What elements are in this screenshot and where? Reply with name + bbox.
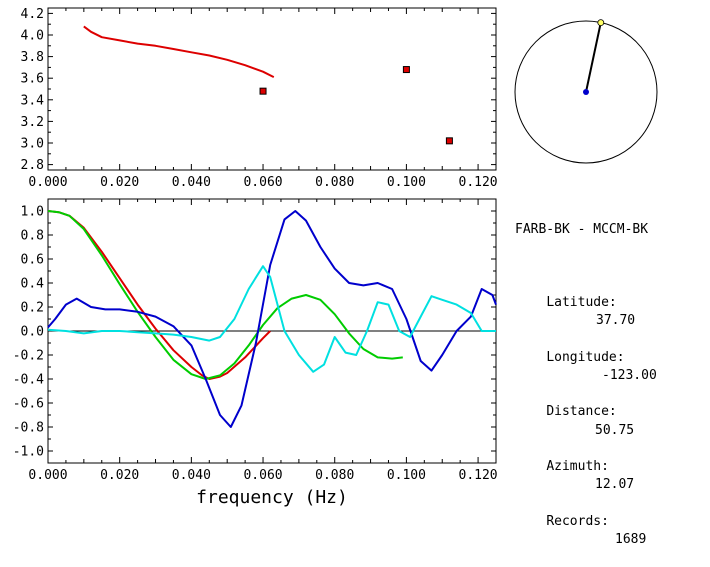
- correlation-ytick-label: -0.8: [13, 421, 44, 436]
- dispersion-data-point: [445, 137, 453, 145]
- azimuth-tip-dot: [597, 19, 605, 27]
- correlation-xtick-label: 0.120: [459, 468, 498, 483]
- correlation-xtick-label: 0.020: [100, 468, 139, 483]
- dispersion-series: [83, 25, 453, 145]
- dispersion-ytick-label: 3.6: [21, 72, 44, 87]
- azimuth-row: Azimuth: 12.07: [515, 440, 648, 492]
- latitude-row: Latitude: 37.70: [515, 276, 648, 328]
- dispersion-y-ticks: 2.8 3.0 3.2 3.4 3.6 3.8 4.0 4.2: [21, 7, 496, 173]
- correlation-xtick-label: 0.060: [243, 468, 282, 483]
- correlation-series-line-0: [47, 210, 271, 380]
- station-info-panel: FARB-BK - MCCM-BK Latitude: 37.70 Longit…: [515, 185, 657, 547]
- correlation-series-line-2: [47, 210, 497, 428]
- dispersion-ytick-label: 3.0: [21, 137, 44, 152]
- dispersion-xtick-label: 0.120: [459, 175, 498, 190]
- dispersion-data-point: [402, 66, 410, 74]
- records-row: Records: 1689: [515, 494, 648, 547]
- distance-row: Distance: 50.75: [515, 385, 648, 437]
- correlation-y-ticks: 1.0 0.8 0.6 0.4 0.2 0.0 -0.2 -0.4 -0.6 -0.8 -1.0: [13, 205, 496, 460]
- correlation-series: [47, 210, 497, 428]
- dispersion-ytick-label: 4.2: [21, 7, 44, 22]
- records-label: Records:: [546, 513, 609, 529]
- dispersion-xtick-label: 0.020: [100, 175, 139, 190]
- dispersion-ytick-label: 4.0: [21, 29, 44, 44]
- dispersion-x-ticks: 0.000 0.020 0.040 0.060 0.080 0.100 0.120: [28, 8, 498, 190]
- latitude-label: Latitude:: [546, 295, 617, 311]
- longitude-value: -123.00: [602, 368, 657, 383]
- dispersion-xtick-label: 0.040: [172, 175, 211, 190]
- station-pair: FARB-BK - MCCM-BK: [515, 222, 649, 238]
- correlation-ytick-label: -0.2: [13, 349, 44, 364]
- correlation-ytick-label: 0.2: [21, 301, 44, 316]
- azimuth-compass-circle: [514, 20, 658, 164]
- distance-value: 50.75: [595, 422, 635, 438]
- correlation-ytick-label: -1.0: [13, 445, 44, 460]
- latitude-value: 37.70: [596, 313, 636, 329]
- distance-label: Distance:: [546, 404, 617, 420]
- correlation-ytick-label: 0.0: [21, 325, 44, 340]
- azimuth-label: Azimuth:: [546, 458, 609, 474]
- correlation-ytick-label: 1.0: [21, 205, 44, 220]
- dispersion-xtick-label: 0.080: [315, 175, 354, 190]
- records-value: 1689: [615, 531, 647, 547]
- dispersion-series-line-0: [83, 25, 275, 78]
- dispersion-xtick-label: 0.000: [28, 175, 67, 190]
- longitude-label: Longitude:: [546, 349, 625, 365]
- dispersion-ytick-label: 3.4: [21, 93, 45, 108]
- dispersion-xtick-label: 0.100: [387, 175, 426, 190]
- correlation-xtick-label: 0.100: [387, 468, 426, 483]
- azimuth-needle: [585, 22, 602, 93]
- azimuth-value: 12.07: [595, 477, 635, 493]
- correlation-ytick-label: 0.8: [21, 229, 44, 244]
- dispersion-ytick-label: 2.8: [21, 158, 44, 173]
- correlation-series-line-3: [47, 265, 496, 373]
- dispersion-data-point: [259, 87, 267, 95]
- correlation-ytick-label: 0.4: [21, 277, 45, 292]
- longitude-row: Longitude: -123.00: [515, 331, 656, 383]
- dispersion-ytick-label: 3.8: [21, 50, 44, 65]
- correlation-ytick-label: 0.6: [21, 253, 44, 268]
- correlation-series-line-1: [47, 210, 403, 380]
- figure-canvas: 2.8 3.0 3.2 3.4 3.6 3.8 4.0 4.2 0.000 0.020 0.040…: [13, 7, 658, 508]
- station-center-dot: [583, 89, 589, 95]
- correlation-x-ticks: 0.000 0.020 0.040 0.060 0.080 0.100 0.120: [28, 199, 498, 483]
- correlation-xtick-label: 0.080: [315, 468, 354, 483]
- x-axis-label: frequency (Hz): [196, 487, 348, 508]
- dispersion-xtick-label: 0.060: [243, 175, 282, 190]
- correlation-xtick-label: 0.040: [172, 468, 211, 483]
- dispersion-panel-frame: [47, 7, 497, 171]
- dispersion-ytick-label: 3.2: [21, 115, 44, 130]
- correlation-ytick-label: -0.6: [13, 397, 44, 412]
- correlation-xtick-label: 0.000: [28, 468, 67, 483]
- correlation-ytick-label: -0.4: [13, 373, 44, 388]
